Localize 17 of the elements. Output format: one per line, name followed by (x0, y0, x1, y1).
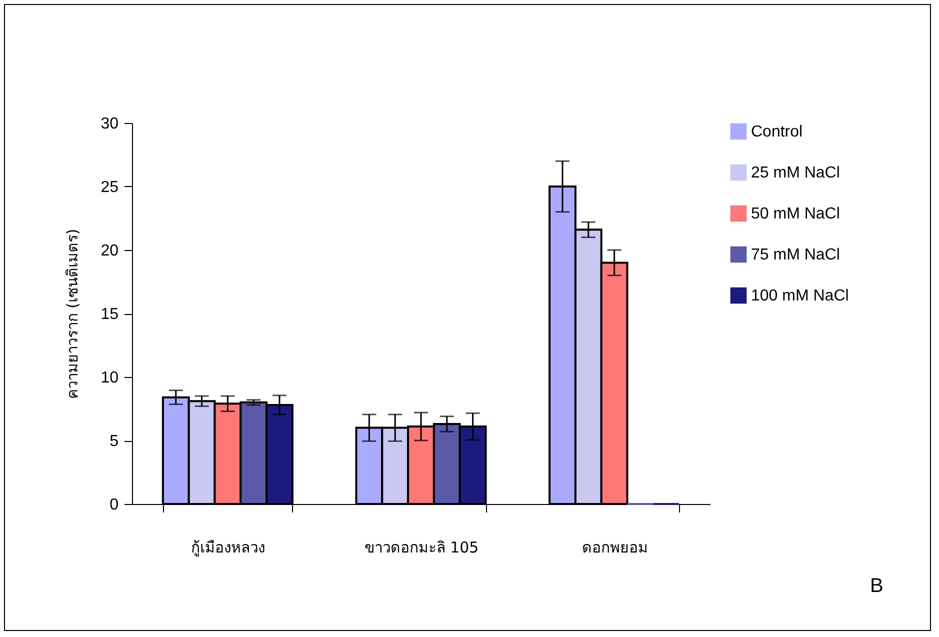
y-tick-label: 25 (100, 179, 119, 196)
y-tick-label: 0 (110, 496, 119, 514)
y-axis-title: ความยาวราก (เซนติเมตร) (64, 228, 82, 400)
x-tick-label: ดอกพยอม (582, 538, 648, 556)
y-tick-label: 5 (110, 433, 119, 450)
legend-label: 25 mM NaCl (751, 164, 840, 182)
y-tick-label: 10 (100, 370, 119, 386)
y-tick-label: 30 (100, 116, 119, 132)
legend-label: Control (751, 124, 803, 140)
legend-label: 75 mM NaCl (751, 246, 840, 264)
legend-label: 100 mM NaCl (751, 288, 849, 304)
text: B (870, 575, 884, 598)
y-tick-label: 15 (100, 306, 119, 323)
legend-label: 50 mM NaCl (751, 206, 840, 222)
x-tick-label: กู้เมืองหลวง (191, 538, 266, 556)
y-tick-label: 20 (100, 242, 119, 260)
x-tick-label: ขาวดอกมะลิ 105 (364, 538, 479, 556)
